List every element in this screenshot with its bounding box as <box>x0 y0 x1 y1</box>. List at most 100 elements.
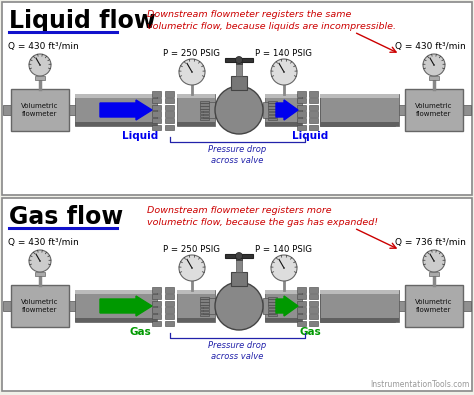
Bar <box>298 314 307 319</box>
Bar <box>3 301 11 311</box>
Bar <box>268 308 277 310</box>
Bar <box>236 256 242 260</box>
Bar <box>225 58 253 62</box>
Bar <box>298 294 307 299</box>
Bar <box>320 318 395 322</box>
Bar <box>320 94 395 126</box>
Bar <box>165 105 174 110</box>
Bar <box>201 103 210 106</box>
Circle shape <box>283 71 285 73</box>
Bar <box>310 294 319 299</box>
Circle shape <box>433 260 435 262</box>
Bar <box>298 111 307 117</box>
Circle shape <box>39 260 41 262</box>
Text: Downstream flowmeter registers more
volumetric flow, because the gas has expande: Downstream flowmeter registers more volu… <box>147 206 378 227</box>
Text: Pressure drop
across valve: Pressure drop across valve <box>209 341 266 361</box>
Bar <box>177 94 215 126</box>
Text: Volumetric
flowmeter: Volumetric flowmeter <box>415 103 453 117</box>
Bar <box>35 272 45 276</box>
Text: InstrumentationTools.com: InstrumentationTools.com <box>371 380 470 389</box>
Bar <box>153 314 162 319</box>
Bar <box>201 106 210 109</box>
Text: Downstream flowmeter registers the same
volumetric flow, because liquids are inc: Downstream flowmeter registers the same … <box>147 10 396 31</box>
Bar <box>310 307 319 313</box>
Bar <box>320 290 395 294</box>
Bar <box>265 122 302 126</box>
Bar <box>201 297 210 299</box>
Text: Q = 430 ft³/min: Q = 430 ft³/min <box>8 42 79 51</box>
Bar <box>201 109 210 111</box>
Circle shape <box>39 64 41 66</box>
Bar <box>165 307 174 313</box>
Text: Q = 736 ft³/min: Q = 736 ft³/min <box>395 238 466 247</box>
Bar <box>153 105 162 110</box>
Bar <box>310 321 319 326</box>
FancyArrow shape <box>100 100 152 120</box>
Bar <box>75 122 157 126</box>
Text: P = 250 PSIG: P = 250 PSIG <box>164 49 220 58</box>
Text: Liquid flow: Liquid flow <box>9 9 156 33</box>
Bar <box>165 321 174 326</box>
Bar <box>165 287 174 293</box>
Bar <box>153 118 162 123</box>
Bar <box>463 301 471 311</box>
Bar <box>153 125 162 130</box>
FancyArrow shape <box>276 100 298 120</box>
Bar <box>265 94 302 98</box>
Circle shape <box>179 59 205 85</box>
Bar <box>298 125 307 130</box>
Bar <box>75 290 157 294</box>
Bar <box>201 118 210 120</box>
Text: Q = 430 ft³/min: Q = 430 ft³/min <box>8 238 79 247</box>
Circle shape <box>423 54 445 76</box>
Circle shape <box>271 255 297 281</box>
Bar <box>268 115 277 117</box>
Bar <box>268 112 277 114</box>
Bar <box>35 76 45 80</box>
Bar <box>201 302 210 305</box>
Bar <box>268 118 277 120</box>
Bar <box>397 105 405 115</box>
Bar <box>310 314 319 319</box>
Bar <box>231 272 247 286</box>
Bar <box>268 299 277 302</box>
Bar <box>405 285 463 327</box>
Circle shape <box>191 71 193 73</box>
Circle shape <box>29 250 51 272</box>
Bar <box>429 272 439 276</box>
Bar <box>298 301 307 306</box>
Bar <box>201 101 210 103</box>
Bar <box>75 94 157 98</box>
Bar <box>153 307 162 313</box>
Bar <box>69 105 77 115</box>
Bar <box>320 290 399 294</box>
Bar <box>165 118 174 123</box>
Bar <box>320 122 395 126</box>
Bar <box>268 311 277 313</box>
Circle shape <box>236 252 243 260</box>
Bar <box>298 287 307 293</box>
Bar <box>203 298 215 314</box>
Bar <box>429 76 439 80</box>
Text: Liquid: Liquid <box>292 131 328 141</box>
Bar <box>298 307 307 313</box>
Bar <box>298 118 307 123</box>
Bar <box>69 301 77 311</box>
Bar <box>320 94 399 98</box>
Bar <box>263 298 275 314</box>
Text: Volumetric
flowmeter: Volumetric flowmeter <box>21 299 59 312</box>
Bar <box>153 111 162 117</box>
Bar <box>153 98 162 103</box>
Bar <box>310 111 319 117</box>
Text: Volumetric
flowmeter: Volumetric flowmeter <box>415 299 453 312</box>
Bar <box>153 91 162 97</box>
Circle shape <box>271 59 297 85</box>
Bar <box>268 297 277 299</box>
Bar <box>310 105 319 110</box>
Bar <box>177 290 215 322</box>
Bar <box>298 91 307 97</box>
Bar <box>177 290 215 294</box>
FancyArrow shape <box>100 296 152 316</box>
Bar <box>165 111 174 117</box>
Bar <box>463 105 471 115</box>
